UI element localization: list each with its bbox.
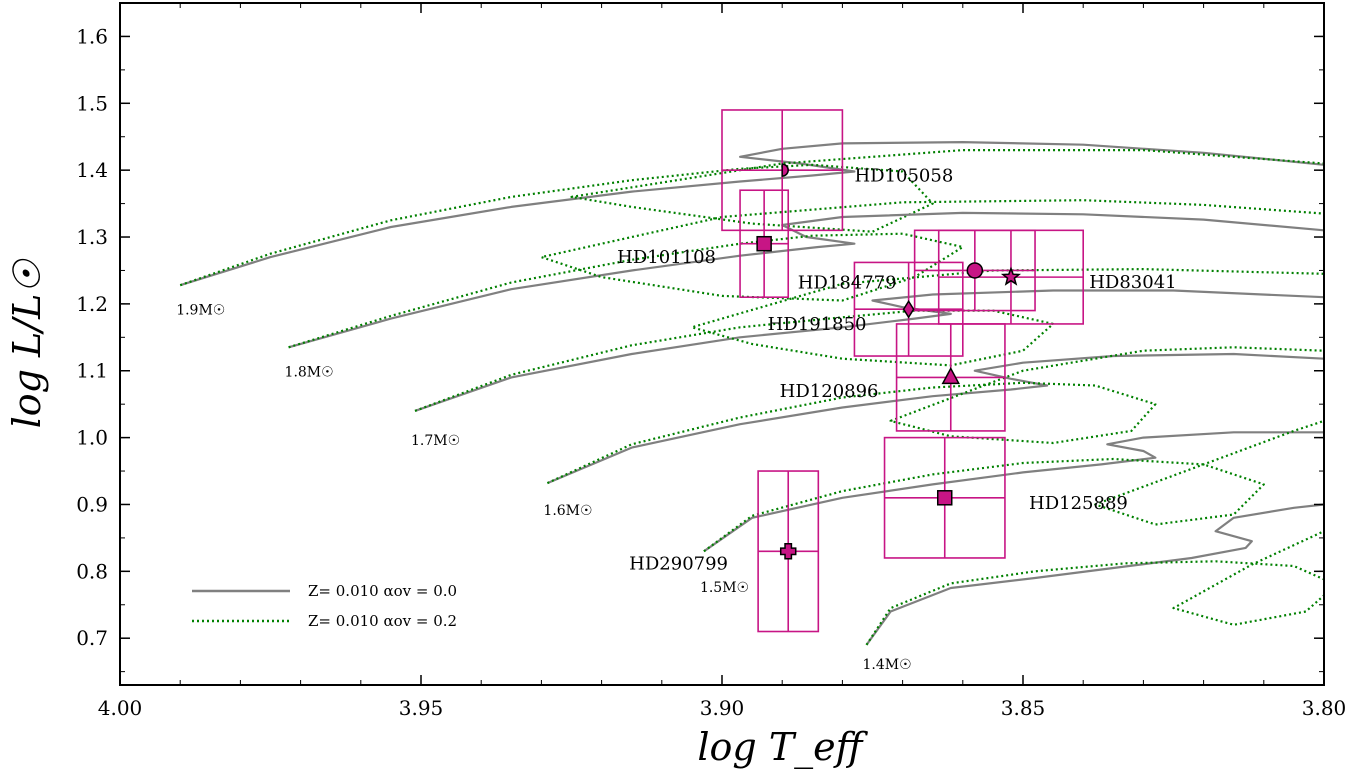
- x-tick-label: 4.00: [98, 696, 143, 720]
- marker-square: [936, 490, 953, 506]
- evolutionary-tracks: [179, 141, 1324, 646]
- x-tick-label: 3.95: [399, 696, 444, 720]
- track-solid: [703, 431, 1324, 553]
- mass-label: 1.5M☉: [700, 580, 749, 596]
- mass-labels: 1.9M☉ 1.8M☉ 1.7M☉ 1.6M☉ 1.5M☉ 1.4M☉: [176, 303, 911, 673]
- y-tick-label: 1.3: [76, 225, 108, 249]
- y-tick-label: 1.2: [76, 292, 108, 316]
- star-label: HD191850: [768, 314, 867, 335]
- y-tick-label: 1.5: [76, 91, 108, 115]
- track-dotted: [414, 268, 1324, 412]
- y-tick-label: 1.0: [76, 426, 108, 450]
- marker-half-circle: [781, 163, 789, 177]
- x-axis-title: log T_eff: [697, 725, 868, 770]
- mass-label: 1.9M☉: [176, 303, 225, 319]
- track-solid: [414, 289, 1324, 412]
- mass-label: 1.7M☉: [411, 433, 460, 449]
- axis-ticks: 4.00 3.95 3.90 3.85 3.80 0.7 0.8 0.9 1.0 1.1 1.2 1.…: [76, 3, 1346, 720]
- marker-plus: [779, 543, 797, 560]
- x-tick-label: 3.80: [1302, 696, 1347, 720]
- mass-label: 1.8M☉: [285, 365, 334, 381]
- track-solid: [179, 141, 1324, 287]
- star-label: HD184779: [798, 272, 897, 293]
- y-tick-label: 1.6: [76, 24, 108, 48]
- star-label: HD101108: [617, 247, 716, 268]
- legend-label-dotted: Z= 0.010 αov = 0.2: [308, 612, 457, 630]
- track-solid: [865, 503, 1324, 646]
- y-tick-label: 0.8: [76, 559, 108, 583]
- track-solid: [546, 352, 1324, 485]
- marker-circle: [966, 262, 984, 279]
- marker-diamond: [902, 299, 915, 319]
- track-dotted: [179, 149, 1324, 287]
- legend: Z= 0.010 αov = 0.0 Z= 0.010 αov = 0.2: [192, 582, 457, 630]
- star-markers: [756, 163, 1022, 560]
- y-tick-label: 1.1: [76, 359, 108, 383]
- marker-square: [756, 235, 772, 252]
- y-tick-label: 0.9: [76, 492, 108, 516]
- mass-label: 1.4M☉: [862, 657, 911, 673]
- legend-label-solid: Z= 0.010 αov = 0.0: [308, 582, 457, 600]
- marker-star: [1000, 266, 1022, 286]
- error-boxes: [721, 109, 1084, 633]
- y-tick-label: 0.7: [76, 626, 108, 650]
- x-tick-label: 3.90: [700, 696, 745, 720]
- y-tick-label: 1.4: [76, 158, 108, 182]
- track-dotted: [703, 419, 1324, 553]
- marker-triangle: [941, 366, 961, 385]
- track-solid: [288, 211, 1324, 349]
- mass-label: 1.6M☉: [543, 503, 592, 519]
- star-label: HD125889: [1029, 493, 1128, 514]
- star-label: HD105058: [854, 166, 953, 187]
- star-label: HD120896: [780, 381, 879, 402]
- star-label: HD290799: [629, 553, 728, 574]
- track-dotted: [546, 346, 1324, 485]
- track-dotted: [865, 530, 1324, 646]
- star-labels: HD105058 HD101108 HD184779 HD83041 HD191850 H…: [617, 166, 1176, 575]
- x-tick-label: 3.85: [1001, 696, 1046, 720]
- y-axis-title: log L/L☉: [5, 258, 49, 429]
- star-label: HD83041: [1089, 272, 1176, 293]
